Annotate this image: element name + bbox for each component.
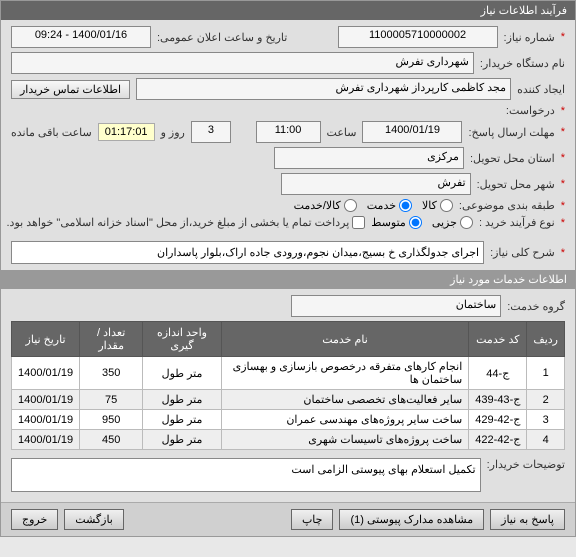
table-cell: 2 xyxy=(527,390,565,410)
table-cell: 1400/01/19 xyxy=(12,430,80,450)
table-cell: 75 xyxy=(80,390,143,410)
table-cell: 450 xyxy=(80,430,143,450)
delivery-prov-field: مرکزی xyxy=(274,147,464,169)
purchase-type-label: نوع فرآیند خرید : xyxy=(479,216,555,229)
pt-small-label: جزیی xyxy=(432,216,457,229)
table-cell: 1400/01/19 xyxy=(12,390,80,410)
back-button[interactable]: بازگشت xyxy=(64,509,124,530)
table-cell: متر طول xyxy=(143,390,221,410)
prov-star: * xyxy=(561,152,565,164)
pub-date-label: تاریخ و ساعت اعلان عمومی: xyxy=(157,31,287,44)
delivery-city-field: تفرش xyxy=(281,173,471,195)
buyer-contact-button[interactable]: اطلاعات تماس خریدار xyxy=(11,80,130,99)
services-section-header: اطلاعات خدمات مورد نیاز xyxy=(1,270,575,289)
table-row[interactable]: 3ج-42-429ساخت سایر پروژه‌های مهندسی عمرا… xyxy=(12,410,565,430)
request-label: درخواست: xyxy=(506,104,555,117)
buyer-desc-field: تکمیل استعلام بهای پیوستی الزامی است xyxy=(11,458,481,492)
table-row[interactable]: 2ج-43-439سایر فعالیت‌های تخصصی ساختمانمت… xyxy=(12,390,565,410)
table-cell: ساخت سایر پروژه‌های مهندسی عمران xyxy=(221,410,469,430)
buyer-device-label: نام دستگاه خریدار: xyxy=(480,57,565,70)
subject-cat-label: طبقه بندی موضوعی: xyxy=(459,199,555,212)
th-row: ردیف xyxy=(527,322,565,357)
need-number-label-text: شماره نیاز: xyxy=(504,31,555,44)
cat-goods-label: کالا xyxy=(422,199,437,212)
cat-both-label: کالا/خدمت xyxy=(294,199,341,212)
table-cell: 350 xyxy=(80,357,143,390)
pub-date-field: 1400/01/16 - 09:24 xyxy=(11,26,151,48)
creator-field: مجد کاظمی کارپرداز شهرداری تفرش xyxy=(136,78,511,100)
deadline-label: مهلت ارسال پاسخ: xyxy=(468,126,554,139)
table-cell: سایر فعالیت‌های تخصصی ساختمان xyxy=(221,390,469,410)
pt-note-label: پرداخت تمام یا بخشی از مبلغ خرید،از محل … xyxy=(6,216,349,229)
table-cell: 1 xyxy=(527,357,565,390)
deadline-star: * xyxy=(561,126,565,138)
table-row[interactable]: 1ج-44انجام کارهای متفرقه درخصوص بازسازی … xyxy=(12,357,565,390)
need-title-field: اجرای جدولگذاری خ بسیج،میدان نجوم،ورودی … xyxy=(11,241,484,264)
exit-button[interactable]: خروج xyxy=(11,509,58,530)
table-cell: ج-43-439 xyxy=(469,390,527,410)
buyer-device-field: شهرداری تفرش xyxy=(11,52,474,74)
table-cell: 1400/01/19 xyxy=(12,410,80,430)
deadline-time-field: 11:00 xyxy=(256,121,321,143)
table-cell: ساخت پروژه‌های تاسیسات شهری xyxy=(221,430,469,450)
creator-label: ایجاد کننده xyxy=(517,83,565,96)
table-cell: متر طول xyxy=(143,410,221,430)
svc-group-label: گروه خدمت: xyxy=(507,300,565,313)
cat-both-radio[interactable]: کالا/خدمت xyxy=(294,199,357,212)
table-cell: متر طول xyxy=(143,357,221,390)
table-cell: 4 xyxy=(527,430,565,450)
pt-star: * xyxy=(561,217,565,229)
cat-star: * xyxy=(561,200,565,212)
buyer-desc-label: توضیحات خریدار: xyxy=(487,458,565,471)
delivery-prov-label: استان محل تحویل: xyxy=(470,152,555,165)
table-cell: 950 xyxy=(80,410,143,430)
print-button[interactable]: چاپ xyxy=(291,509,334,530)
svc-group-field: ساختمان xyxy=(291,295,501,317)
table-cell: 3 xyxy=(527,410,565,430)
request-star: * xyxy=(561,105,565,117)
pt-small-radio[interactable]: جزیی xyxy=(432,216,473,229)
table-cell: متر طول xyxy=(143,430,221,450)
pt-medium-label: متوسط xyxy=(371,216,406,229)
need-number-label: * xyxy=(561,31,565,43)
table-cell: ج-44 xyxy=(469,357,527,390)
window-title: فرآیند اطلاعات نیاز xyxy=(1,1,575,20)
city-star: * xyxy=(561,178,565,190)
th-code: کد خدمت xyxy=(469,322,527,357)
reply-button[interactable]: پاسخ به نیاز xyxy=(490,509,565,530)
table-cell: 1400/01/19 xyxy=(12,357,80,390)
table-row[interactable]: 4ج-42-422ساخت پروژه‌های تاسیسات شهریمتر … xyxy=(12,430,565,450)
countdown-timer: 01:17:01 xyxy=(98,123,155,141)
cat-service-label: خدمت xyxy=(367,199,396,212)
th-date: تاریخ نیاز xyxy=(12,322,80,357)
delivery-city-label: شهر محل تحویل: xyxy=(477,178,555,191)
table-cell: ج-42-422 xyxy=(469,430,527,450)
pt-note-check[interactable]: پرداخت تمام یا بخشی از مبلغ خرید،از محل … xyxy=(6,216,365,229)
need-title-label: شرح کلی نیاز: xyxy=(490,246,555,259)
services-table: ردیف کد خدمت نام خدمت واحد اندازه گیری ت… xyxy=(11,321,565,450)
nt-star: * xyxy=(561,247,565,259)
pt-medium-radio[interactable]: متوسط xyxy=(371,216,422,229)
deadline-date-field: 1400/01/19 xyxy=(362,121,462,143)
time-label: ساعت xyxy=(327,126,357,139)
days-label: روز و xyxy=(161,126,185,139)
need-number-field: 1100005710000002 xyxy=(338,26,498,48)
cat-goods-radio[interactable]: کالا xyxy=(422,199,453,212)
th-name: نام خدمت xyxy=(221,322,469,357)
table-cell: ج-42-429 xyxy=(469,410,527,430)
th-qty: تعداد / مقدار xyxy=(80,322,143,357)
th-unit: واحد اندازه گیری xyxy=(143,322,221,357)
attachments-button[interactable]: مشاهده مدارک پیوستی (1) xyxy=(339,509,484,530)
remain-label: ساعت باقی مانده xyxy=(11,126,92,139)
days-field: 3 xyxy=(191,121,231,143)
table-cell: انجام کارهای متفرقه درخصوص بازسازی و بهس… xyxy=(221,357,469,390)
cat-service-radio[interactable]: خدمت xyxy=(367,199,412,212)
